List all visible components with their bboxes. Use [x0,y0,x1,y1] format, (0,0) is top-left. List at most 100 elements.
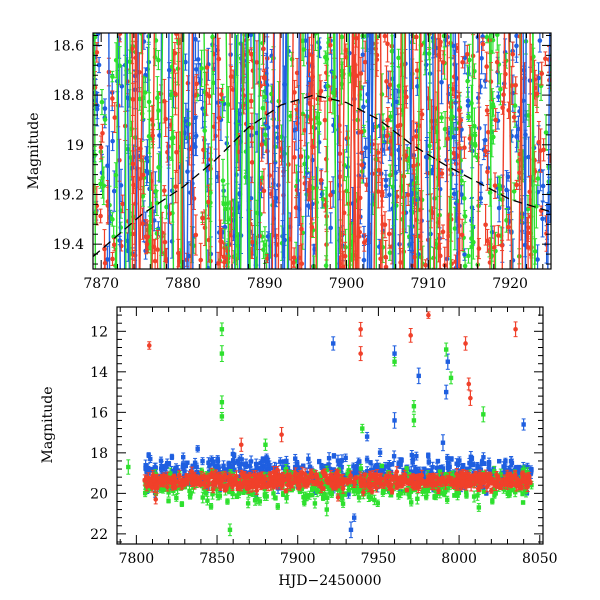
top-data-point-2 [513,76,518,95]
top-data-streak-2 [309,33,313,269]
top-data-point-2 [261,33,266,71]
top-data-point-2 [318,170,324,191]
top-data-point-2 [174,33,179,40]
top-data-streak-0 [108,33,111,269]
top-data-point-1 [490,91,496,118]
top-data-point-0 [540,200,545,238]
bottom-data-point-2 [329,473,334,480]
top-data-point-1 [344,176,349,206]
bottom-axes: 7800 7850 7900 7950 8000 8050 12 14 16 18 20 22 [90,306,558,567]
bottom-data-point-0 [430,461,435,473]
top-data-point-0 [96,56,102,74]
top-data-point-0 [451,188,457,200]
top-data-point-0 [345,156,350,178]
top-data-point-2 [459,218,465,252]
top-data-point-2 [480,37,486,51]
top-data-point-2 [327,85,333,114]
bottom-data-point-1 [433,492,439,501]
top-data-streak-2 [151,33,156,269]
top-data-streak-1 [124,33,127,269]
top-data-point-1 [289,51,295,67]
bottom-data-point-1 [234,493,240,500]
top-data-point-2 [386,219,392,249]
top-data-point-1 [461,181,467,216]
bottom-data-point-2 [310,472,315,481]
top-data-point-2 [163,247,169,269]
top-data-point-2 [388,127,394,156]
top-data-streak-2 [477,33,481,269]
bottom-data-point-2 [374,469,380,481]
top-data-streak-2 [348,33,354,269]
bottom-data-point-1 [215,491,221,501]
bottom-data-point-0 [173,463,179,473]
bottom-data-point-2 [219,477,225,485]
top-data-point-2 [221,242,227,269]
bottom-outlier-point-1 [324,502,329,517]
bottom-data-point-1 [262,489,268,501]
bottom-outlier-point-2 [238,437,244,452]
bottom-y-tick-label: 22 [90,527,108,543]
top-data-point-0 [193,115,199,157]
top-x-tick-label: 7910 [411,276,447,292]
bottom-data-point-2 [215,472,220,480]
top-data-point-2 [200,211,205,226]
bottom-outlier-point-1 [126,459,131,475]
bottom-outlier-point-2 [358,346,363,362]
top-data-point-2 [465,44,470,64]
top-data-streak-2 [341,33,346,269]
top-data-point-1 [221,184,227,224]
top-data-point-2 [411,157,416,175]
bottom-data-point-2 [293,467,298,479]
bottom-data-point-2 [196,475,202,484]
bottom-data-point-0 [445,453,450,462]
top-data-point-2 [385,33,390,63]
top-data-streak-0 [273,33,277,269]
bottom-data-point-0 [149,466,154,473]
top-data-point-2 [539,61,545,86]
top-data-streak-1 [234,33,239,269]
bottom-data-point-1 [312,498,318,509]
top-data-point-1 [466,248,471,264]
top-data-point-2 [430,206,435,220]
top-data-point-2 [111,238,117,252]
top-data-streak-1 [316,33,320,269]
bottom-data-point-0 [414,451,419,461]
bottom-data-point-1 [307,490,312,500]
bottom-data-point-2 [227,478,232,484]
bottom-outlier-point-2 [463,336,468,351]
bottom-data-point-2 [485,476,490,486]
top-data-point-1 [511,182,517,201]
top-data-streak-0 [394,33,397,269]
top-data-point-2 [375,143,381,162]
top-data-point-2 [120,194,125,214]
top-data-point-1 [156,50,161,71]
bottom-data-point-2 [404,487,410,493]
top-data-point-2 [98,208,103,224]
top-data-point-0 [450,33,456,60]
bottom-data-point-2 [256,472,262,482]
bottom-data-point-2 [171,478,177,490]
bottom-plot-area [126,311,534,539]
bottom-data-point-1 [372,494,377,506]
bottom-data-point-2 [222,472,227,480]
top-data-point-2 [174,131,179,173]
bottom-outlier-point-2 [426,311,431,319]
bottom-data-point-0 [469,455,475,462]
bottom-data-point-0 [398,457,403,464]
bottom-data-point-0 [243,461,249,468]
top-data-point-1 [110,70,115,83]
bottom-data-point-1 [380,488,386,497]
top-data-point-2 [460,56,465,69]
top-data-streak-2 [352,33,357,269]
bottom-data-point-2 [313,470,319,479]
top-data-point-2 [385,107,391,133]
top-data-point-0 [387,178,392,212]
top-data-point-1 [300,93,306,135]
bottom-data-point-2 [421,479,427,485]
bottom-outlier-point-2 [146,341,152,350]
bottom-data-point-2 [204,474,210,480]
top-data-streak-0 [238,33,242,269]
bottom-outlier-point-2 [513,321,518,338]
bottom-data-point-2 [238,483,244,492]
bottom-data-point-1 [421,486,426,494]
